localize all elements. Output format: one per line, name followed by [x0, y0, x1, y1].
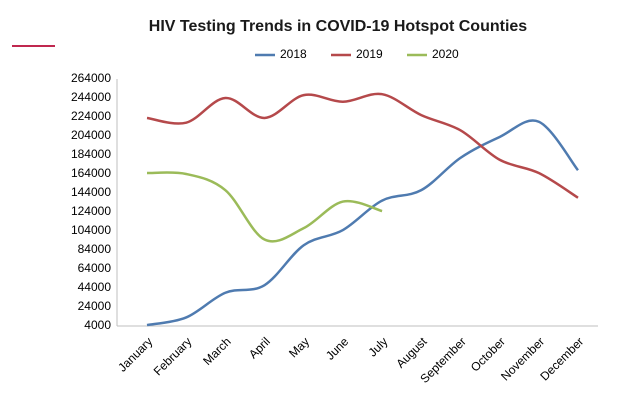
- series-line: [146, 92, 579, 199]
- legend-label: 2020: [432, 47, 459, 61]
- y-tick-label: 184000: [71, 147, 111, 161]
- y-tick-label: 104000: [71, 223, 111, 237]
- y-tick-label: 124000: [71, 204, 111, 218]
- y-tick-label: 224000: [71, 109, 111, 123]
- y-tick-label: 244000: [71, 90, 111, 104]
- x-tick-label: August: [393, 334, 430, 371]
- x-tick-label: April: [246, 334, 273, 361]
- legend-label: 2019: [356, 47, 383, 61]
- y-tick-label: 44000: [78, 280, 112, 294]
- y-tick-label: 64000: [78, 261, 112, 275]
- legend-label: 2018: [280, 47, 307, 61]
- y-tick-label: 84000: [78, 242, 112, 256]
- x-tick-label: May: [286, 334, 312, 360]
- y-tick-label: 144000: [71, 185, 111, 199]
- x-tick-label: March: [200, 334, 233, 367]
- x-tick-label: December: [537, 334, 586, 383]
- series-line: [146, 119, 579, 327]
- y-tick-label: 264000: [71, 71, 111, 85]
- series-line: [146, 171, 383, 243]
- y-tick-label: 204000: [71, 128, 111, 142]
- chart-title: HIV Testing Trends in COVID-19 Hotspot C…: [149, 18, 528, 35]
- x-tick-label: January: [115, 334, 155, 374]
- y-tick-label: 24000: [78, 299, 112, 313]
- y-tick-label: 164000: [71, 166, 111, 180]
- x-tick-label: February: [151, 334, 195, 378]
- x-tick-label: June: [323, 334, 352, 363]
- x-tick-label: July: [365, 334, 390, 359]
- y-tick-label: 4000: [84, 318, 111, 332]
